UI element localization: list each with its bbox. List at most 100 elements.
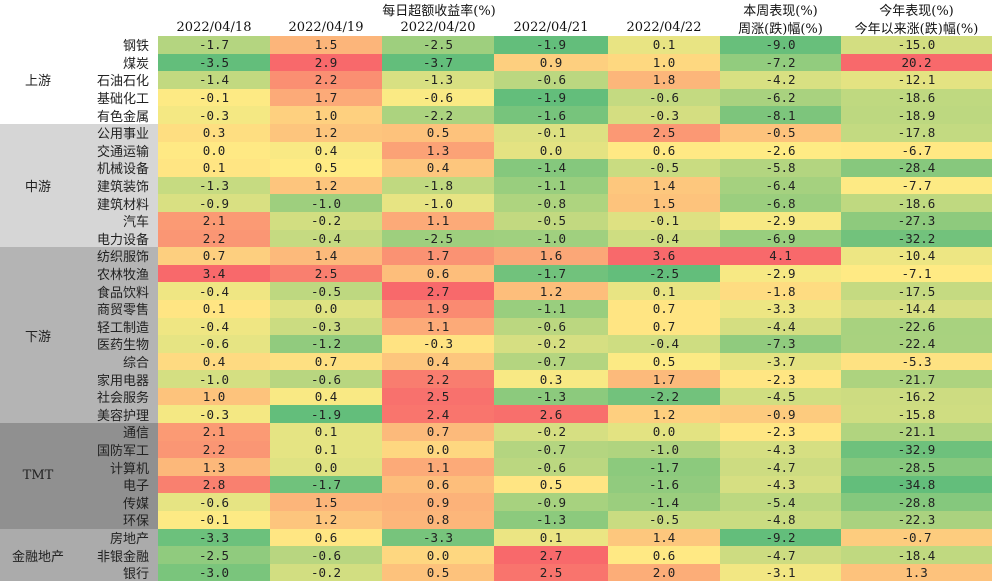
heatmap-cell: 1.3: [841, 563, 992, 582]
heatmap-cell: 0.0: [270, 299, 382, 318]
sector-label: 建筑材料: [76, 194, 158, 212]
heatmap-cell: 2.5: [270, 264, 382, 283]
sector-label: 综合: [76, 352, 158, 371]
heatmap-cell: -1.9: [494, 36, 608, 54]
heatmap-cell: -18.4: [841, 546, 992, 564]
group-label: 上游: [0, 36, 76, 124]
heatmap-cell: 0.8: [382, 511, 494, 529]
heatmap-cell: 1.1: [382, 317, 494, 336]
heatmap-cell: 1.3: [158, 458, 270, 476]
heatmap-cell: 0.1: [270, 423, 382, 441]
heatmap-cell: 0.4: [270, 141, 382, 160]
heatmap-cell: 0.0: [270, 458, 382, 476]
heatmap-cell: 2.7: [494, 546, 608, 564]
group-label: 下游: [0, 247, 76, 424]
heatmap-cell: -18.6: [841, 194, 992, 212]
heatmap-cell: 2.5: [494, 563, 608, 582]
heatmap-cell: -9.0: [720, 36, 841, 54]
date-column-header: 2022/04/19: [270, 18, 382, 36]
heatmap-cell: 2.1: [158, 423, 270, 441]
heatmap-cell: -0.2: [270, 563, 382, 582]
heatmap-cell: -15.8: [841, 405, 992, 424]
heatmap-cell: -32.9: [841, 440, 992, 459]
heatmap-cell: 1.3: [382, 141, 494, 160]
heatmap-cell: 1.4: [608, 176, 720, 195]
date-column-header: 2022/04/20: [382, 18, 494, 36]
sector-label: 房地产: [76, 528, 158, 547]
heatmap-cell: 1.2: [270, 123, 382, 142]
heatmap-cell: -28.5: [841, 458, 992, 476]
heatmap-cell: 0.7: [158, 247, 270, 265]
heatmap-cell: -27.3: [841, 211, 992, 230]
heatmap-cell: -4.4: [720, 317, 841, 336]
sector-label: 传媒: [76, 493, 158, 512]
heatmap-cell: -4.7: [720, 458, 841, 476]
heatmap-cell: -2.3: [720, 423, 841, 441]
heatmap-cell: 0.1: [608, 282, 720, 300]
sector-label: 国防军工: [76, 440, 158, 459]
heatmap-cell: -3.0: [158, 563, 270, 582]
heatmap-cell: -4.2: [720, 71, 841, 89]
heatmap-cell: -1.0: [608, 440, 720, 459]
heatmap-cell: -4.3: [720, 440, 841, 459]
daily-title: 每日超额收益率(%): [158, 0, 720, 18]
heatmap-cell: 0.5: [270, 159, 382, 177]
heatmap-cell: -1.8: [720, 282, 841, 300]
sector-label: 电子: [76, 475, 158, 494]
heatmap-cell: 1.4: [270, 247, 382, 265]
heatmap-cell: -4.8: [720, 511, 841, 529]
heatmap-cell: -0.5: [608, 159, 720, 177]
heatmap-cell: -0.2: [494, 335, 608, 353]
heatmap-cell: 2.1: [158, 211, 270, 230]
heatmap-cell: 1.4: [608, 528, 720, 547]
heatmap-cell: 2.7: [382, 282, 494, 300]
heatmap-cell: -1.0: [382, 194, 494, 212]
heatmap-cell: 0.0: [382, 546, 494, 564]
heatmap-cell: 3.4: [158, 264, 270, 283]
heatmap-cell: -0.1: [158, 88, 270, 107]
heatmap-cell: -2.6: [720, 141, 841, 160]
heatmap-cell: -0.3: [382, 335, 494, 353]
heatmap-cell: -0.4: [158, 282, 270, 300]
heatmap-cell: 2.4: [382, 405, 494, 424]
sector-label: 建筑装饰: [76, 176, 158, 195]
heatmap-cell: 0.1: [494, 528, 608, 547]
heatmap-cell: -0.6: [494, 71, 608, 89]
heatmap-cell: 1.7: [382, 247, 494, 265]
heatmap-cell: -0.6: [158, 335, 270, 353]
heatmap-cell: -32.2: [841, 229, 992, 248]
heatmap-cell: -1.1: [494, 176, 608, 195]
heatmap-cell: 1.2: [494, 282, 608, 300]
heatmap-cell: -0.5: [608, 511, 720, 529]
heatmap-cell: 0.6: [382, 475, 494, 494]
heatmap-cell: -0.4: [608, 335, 720, 353]
heatmap-cell: -0.5: [494, 211, 608, 230]
heatmap-cell: -1.0: [158, 370, 270, 388]
heatmap-cell: -1.6: [494, 106, 608, 124]
heatmap-cell: -3.1: [720, 563, 841, 582]
heatmap-cell: -18.6: [841, 88, 992, 107]
heatmap-cell: 0.0: [158, 141, 270, 160]
heatmap-cell: 1.8: [608, 71, 720, 89]
sector-label: 银行: [76, 563, 158, 582]
heatmap-cell: 0.6: [382, 264, 494, 283]
heatmap-cell: -18.9: [841, 106, 992, 124]
heatmap-cell: -1.3: [494, 511, 608, 529]
heatmap-cell: -0.9: [158, 194, 270, 212]
heatmap-cell: 0.4: [158, 352, 270, 371]
heatmap-cell: -0.7: [494, 440, 608, 459]
sector-label: 公用事业: [76, 123, 158, 142]
heatmap-cell: -0.6: [270, 546, 382, 564]
heatmap-cell: 1.5: [270, 36, 382, 54]
heatmap-cell: -0.3: [158, 106, 270, 124]
heatmap-cell: -3.3: [382, 528, 494, 547]
heatmap-cell: -0.3: [270, 317, 382, 336]
heatmap-cell: -2.5: [382, 229, 494, 248]
heatmap-cell: -0.2: [494, 423, 608, 441]
heatmap-cell: -7.2: [720, 53, 841, 72]
heatmap-cell: -0.1: [608, 211, 720, 230]
heatmap-cell: -7.7: [841, 176, 992, 195]
heatmap-cell: 2.0: [608, 563, 720, 582]
heatmap-cell: 0.5: [382, 563, 494, 582]
